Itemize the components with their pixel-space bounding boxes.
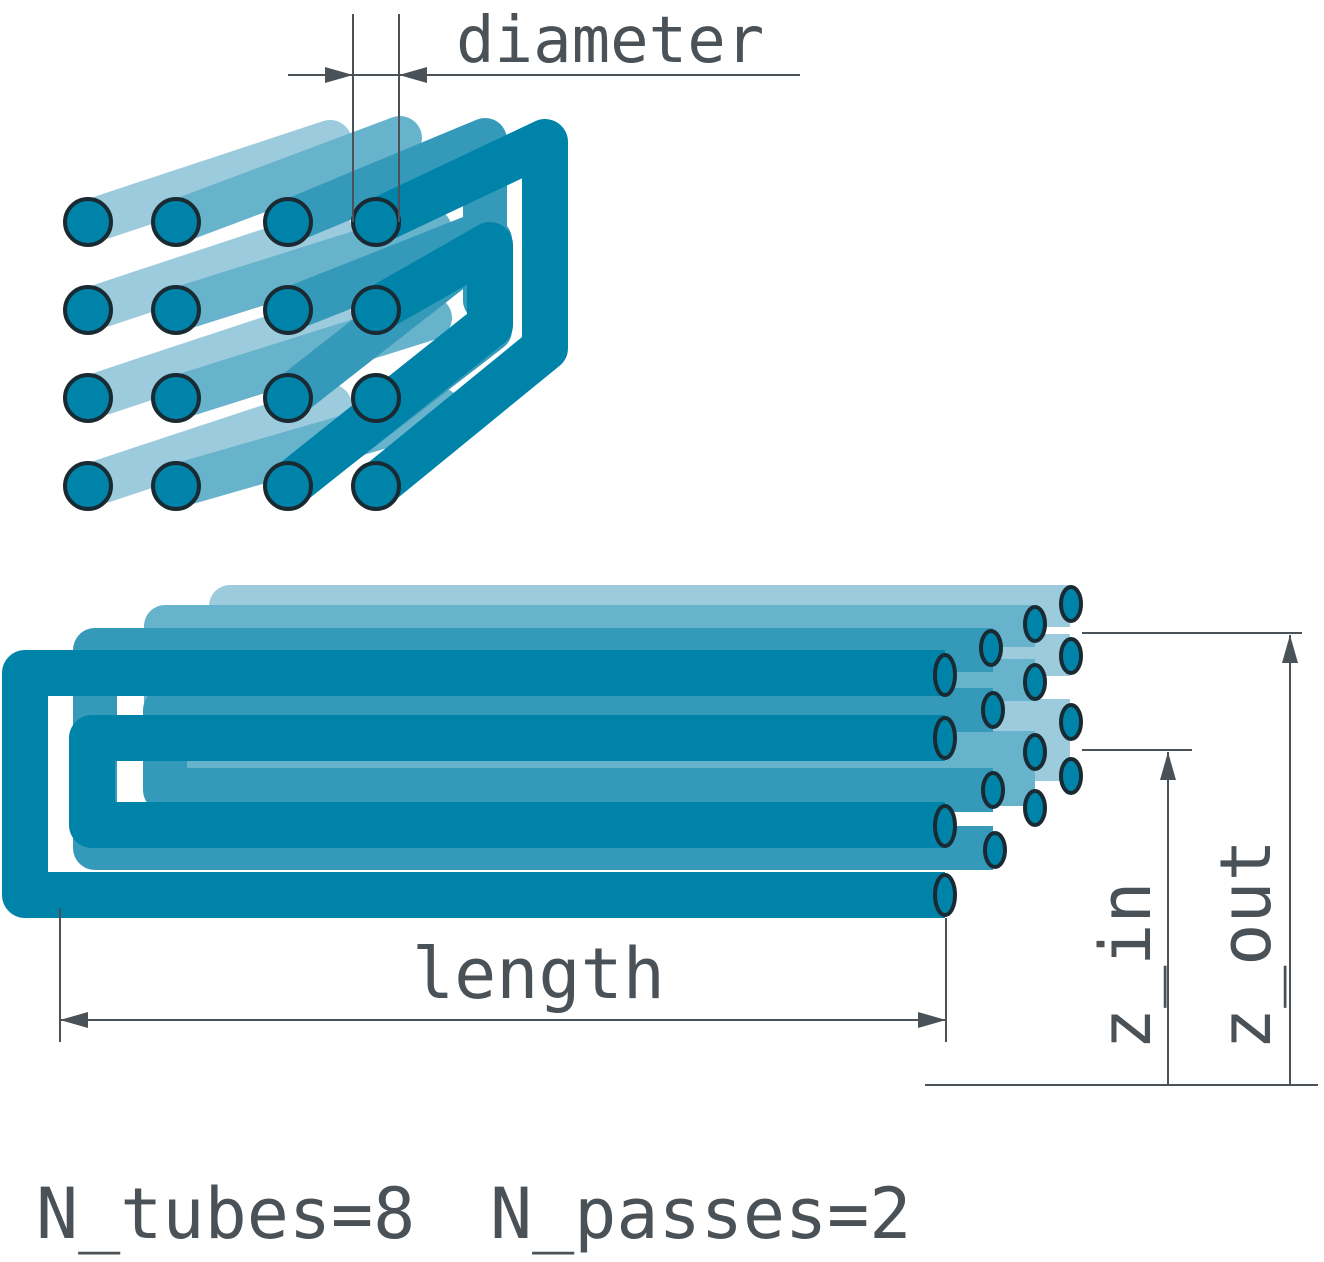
tube-end — [1023, 663, 1047, 701]
side-tube-ends — [933, 585, 1083, 917]
z-in-label: z_in — [1085, 881, 1167, 1050]
tube-end — [263, 461, 313, 511]
diameter-dimension: diameter — [288, 4, 800, 222]
tube-end — [981, 691, 1005, 729]
tube-end — [151, 373, 201, 423]
side-view — [2, 585, 1083, 918]
tube-end — [933, 653, 957, 697]
z-dimensions: z_in z_out — [925, 632, 1318, 1086]
tube-end — [1059, 637, 1083, 675]
tube-end — [1023, 733, 1047, 771]
n-passes-label: N_passes=2 — [490, 1173, 911, 1255]
tube-end — [151, 197, 201, 247]
tube-end — [63, 461, 113, 511]
tube-end — [151, 285, 201, 335]
tube-end — [351, 461, 401, 511]
tube-end — [981, 771, 1005, 809]
diameter-label: diameter — [456, 4, 764, 78]
tube-end — [151, 461, 201, 511]
tube-end — [1059, 703, 1083, 741]
side-layer-front — [2, 650, 945, 918]
tube-end — [933, 716, 957, 760]
length-dimension: length — [59, 908, 947, 1042]
tube-end — [263, 197, 313, 247]
tube-ends-grid — [63, 197, 401, 511]
tube-end — [63, 285, 113, 335]
tube-end — [263, 373, 313, 423]
tube-end — [979, 629, 1003, 667]
tube-end — [263, 285, 313, 335]
z-out-label: z_out — [1205, 839, 1287, 1050]
tube-end — [933, 873, 957, 917]
tube-end — [1023, 789, 1047, 827]
tube-end — [1059, 757, 1083, 795]
n-tubes-label: N_tubes=8 — [36, 1173, 415, 1255]
tube-end — [1059, 585, 1083, 623]
tube-end — [351, 373, 401, 423]
tube-end — [351, 285, 401, 335]
tube-end — [351, 197, 401, 247]
end-view — [63, 116, 568, 511]
length-label: length — [412, 933, 665, 1015]
tube-end — [63, 373, 113, 423]
tube-end — [1023, 605, 1047, 643]
tube-end — [983, 831, 1007, 869]
tube-end — [933, 804, 957, 848]
tube-end — [63, 197, 113, 247]
